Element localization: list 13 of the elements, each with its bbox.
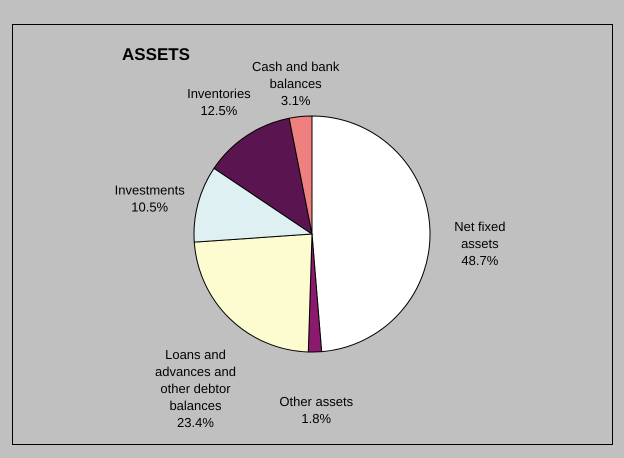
slice-label: Other assets — [279, 394, 354, 409]
data-label: 23.4% — [177, 415, 214, 430]
data-label: 10.5% — [131, 200, 169, 215]
slice-label: Net fixed assets — [454, 219, 506, 252]
chart-title: ASSETS — [122, 45, 190, 64]
data-label: 1.8% — [301, 410, 332, 426]
data-label: 3.1% — [280, 92, 311, 108]
slice-label: Investments — [114, 182, 186, 198]
slice-label: Cash and bank balances — [252, 58, 340, 91]
data-label: 12.5% — [200, 103, 238, 118]
data-label: 48.7% — [461, 253, 499, 268]
slice-label: Loans and advances and other debtor balances — [154, 347, 236, 414]
slice-label: Inventories — [187, 86, 252, 102]
